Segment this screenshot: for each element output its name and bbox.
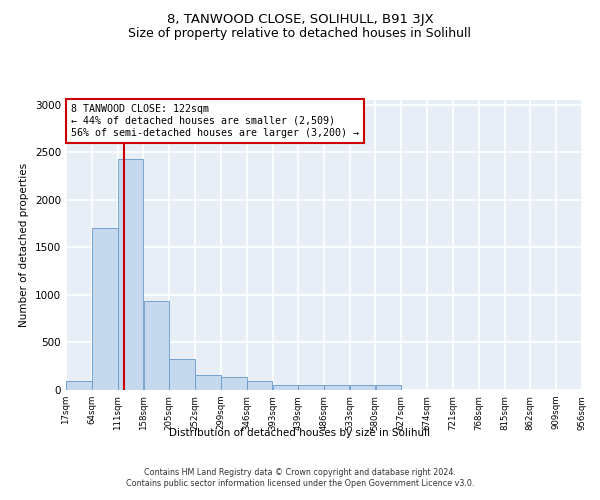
Bar bbox=[169, 358, 195, 390]
Text: Size of property relative to detached houses in Solihull: Size of property relative to detached ho… bbox=[128, 28, 472, 40]
Bar bbox=[247, 381, 272, 390]
Bar bbox=[298, 385, 323, 390]
Bar bbox=[92, 228, 118, 390]
Text: Contains HM Land Registry data © Crown copyright and database right 2024.
Contai: Contains HM Land Registry data © Crown c… bbox=[126, 468, 474, 487]
Bar bbox=[273, 385, 298, 390]
Text: Distribution of detached houses by size in Solihull: Distribution of detached houses by size … bbox=[169, 428, 431, 438]
Bar bbox=[66, 381, 92, 390]
Bar bbox=[376, 385, 401, 390]
Bar bbox=[221, 376, 247, 390]
Bar bbox=[324, 385, 349, 390]
Bar bbox=[195, 376, 221, 390]
Text: 8 TANWOOD CLOSE: 122sqm
← 44% of detached houses are smaller (2,509)
56% of semi: 8 TANWOOD CLOSE: 122sqm ← 44% of detache… bbox=[71, 104, 359, 138]
Text: 8, TANWOOD CLOSE, SOLIHULL, B91 3JX: 8, TANWOOD CLOSE, SOLIHULL, B91 3JX bbox=[167, 12, 433, 26]
Bar bbox=[350, 385, 375, 390]
Y-axis label: Number of detached properties: Number of detached properties bbox=[19, 163, 29, 327]
Bar bbox=[143, 300, 169, 390]
Bar bbox=[118, 159, 143, 390]
